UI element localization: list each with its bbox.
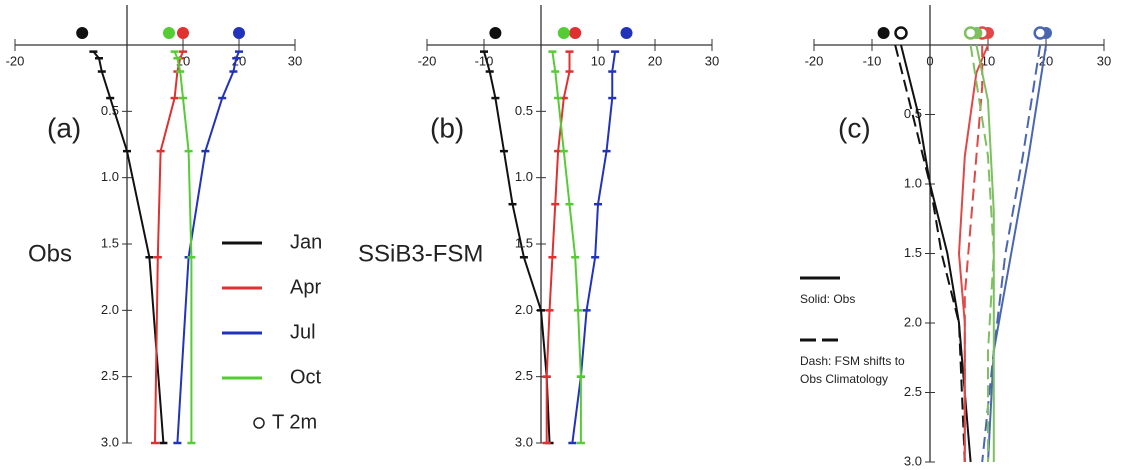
x-tick-label: 30 xyxy=(288,53,302,68)
profile-line xyxy=(173,51,193,443)
panel-label: (b) xyxy=(430,112,464,143)
panel-label: (a) xyxy=(47,112,81,143)
y-tick-label: 1.5 xyxy=(515,235,533,250)
x-tick-label: 30 xyxy=(1097,53,1111,68)
y-tick-label: 1.0 xyxy=(904,175,922,190)
x-tick-label: 20 xyxy=(648,53,662,68)
panel-label: (c) xyxy=(838,112,871,143)
x-tick-label: 30 xyxy=(705,53,719,68)
t2m-dot xyxy=(233,27,245,39)
x-tick-label: 10 xyxy=(591,53,605,68)
t2m-dot xyxy=(163,27,175,39)
t2m-dot xyxy=(557,27,570,39)
t2m-dot xyxy=(569,27,582,39)
y-tick-label: 1.5 xyxy=(904,245,922,260)
t2m-dot xyxy=(76,27,89,39)
t2m-dot xyxy=(1033,26,1047,40)
profile-line xyxy=(176,51,240,444)
x-tick-label: -20 xyxy=(6,53,25,68)
profile-line xyxy=(963,45,984,462)
x-tick-label: 0 xyxy=(926,53,933,68)
x-tick-label: 10 xyxy=(981,53,995,68)
x-tick-label: -20 xyxy=(418,53,437,68)
legend-label: Oct xyxy=(290,366,322,388)
profile-line xyxy=(987,44,1047,463)
legend-label: T 2m xyxy=(272,411,317,433)
y-tick-label: 2.0 xyxy=(515,302,533,317)
profile-line xyxy=(981,44,1042,463)
profile-line xyxy=(894,44,966,463)
t2m-dot xyxy=(620,27,633,39)
x-tick-label: -10 xyxy=(863,53,882,68)
y-tick-label: 0.5 xyxy=(515,103,533,118)
x-tick-label: -10 xyxy=(475,53,494,68)
y-tick-label: 3.0 xyxy=(904,453,922,468)
legend-label: Dash: FSM shifts to xyxy=(800,354,905,368)
y-tick-label: 2.5 xyxy=(515,368,533,383)
y-tick-label: 2.5 xyxy=(101,368,119,383)
t2m-dot xyxy=(177,27,189,39)
legend-t2m-symbol xyxy=(253,417,265,429)
x-tick-label: -20 xyxy=(805,53,824,68)
legend-label: Jan xyxy=(290,231,322,253)
legend-label: Obs Climatology xyxy=(800,372,888,386)
y-tick-label: 2.0 xyxy=(904,314,922,329)
x-tick-label: 20 xyxy=(1039,53,1053,68)
profile-line xyxy=(571,51,617,444)
legend-label: Solid: Obs xyxy=(800,292,855,306)
legend-label: Jul xyxy=(290,321,316,343)
profile-line xyxy=(969,44,995,462)
y-tick-label: 3.0 xyxy=(515,434,533,449)
profile-line xyxy=(957,44,989,462)
t2m-dot xyxy=(894,26,908,40)
y-tick-label: 1.0 xyxy=(101,169,119,184)
y-tick-label: 2.5 xyxy=(904,384,922,399)
profile-line xyxy=(551,51,582,443)
legend-label: Apr xyxy=(290,276,321,298)
t2m-dot xyxy=(489,27,502,39)
profile-line xyxy=(545,51,571,443)
t2m-dot xyxy=(877,27,890,39)
profile-line xyxy=(975,44,995,462)
y-tick-label: 2.0 xyxy=(101,302,119,317)
t2m-dot xyxy=(963,26,978,40)
panel-side-label: SSiB3-FSM xyxy=(358,240,483,267)
y-tick-label: 1.0 xyxy=(515,169,533,184)
y-tick-label: 3.0 xyxy=(101,434,119,449)
y-tick-label: 1.5 xyxy=(101,235,119,250)
panel-side-label: Obs xyxy=(28,240,72,267)
